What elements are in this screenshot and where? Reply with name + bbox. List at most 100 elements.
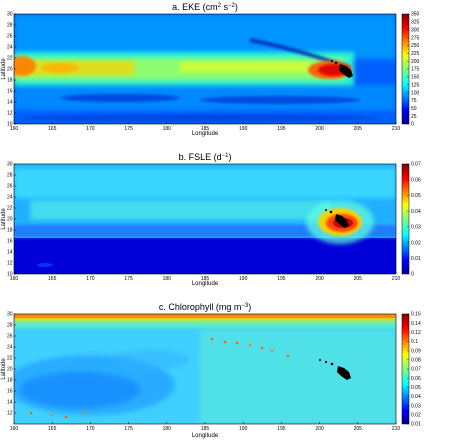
- y-tick-label: 26: [7, 184, 13, 190]
- x-tick-label: 210: [392, 276, 401, 282]
- y-tick-label: 20: [7, 67, 13, 73]
- colorbar-tick-label: 275: [411, 35, 420, 41]
- colorbar-tick-label: 175: [411, 67, 420, 73]
- panel-c-colorbar-ticks: 0.01 0.02 0.03 0.04 0.05 0.06 0.07 0.08 0.09 0.1 0…: [407, 312, 421, 428]
- y-tick-label: 10: [7, 122, 13, 128]
- colorbar-tick-label: 300: [411, 27, 420, 33]
- x-tick-label: 185: [201, 426, 210, 432]
- y-tick-label: 18: [7, 378, 13, 384]
- y-tick-label: 30: [7, 12, 13, 18]
- x-tick-label: 190: [239, 126, 248, 132]
- colorbar-tick-label: 100: [411, 90, 420, 96]
- y-tick-label: 20: [7, 367, 13, 373]
- panel-b-colorbar-ticks: 0 0.01 0.02 0.03 0.04 0.05 0.06 0.07: [407, 162, 421, 278]
- panel-a-title: a. EKE (cm2 s−2): [172, 2, 238, 12]
- x-tick-label: 205: [354, 426, 363, 432]
- x-tick-label: 195: [277, 426, 286, 432]
- y-tick-label: 16: [7, 239, 13, 245]
- y-tick-label: 22: [7, 56, 13, 62]
- colorbar-tick-label: 0.02: [411, 413, 421, 419]
- colorbar-tick-label: 0.12: [411, 330, 421, 336]
- x-tick-label: 165: [48, 426, 57, 432]
- colorbar-tick-label: 0.16: [411, 312, 421, 318]
- x-tick-label: 160: [10, 426, 19, 432]
- y-tick-label: 20: [7, 217, 13, 223]
- y-tick-label: 12: [7, 411, 13, 417]
- colorbar-tick-label: 0: [411, 272, 414, 278]
- x-tick-label: 210: [392, 126, 401, 132]
- y-tick-label: 10: [7, 272, 13, 278]
- colorbar-tick-label: 225: [411, 51, 420, 57]
- x-tick-label: 175: [124, 426, 133, 432]
- colorbar-tick-label: 0.1: [411, 339, 418, 345]
- panel-c-chlorophyll: c. Chlorophyll (mg m−3): [1, 302, 421, 439]
- panel-b-fsle: b. FSLE (d−1) 160 165 170 175 180 185 190 195 20…: [1, 152, 421, 287]
- seamount-spots: [29, 337, 290, 419]
- y-tick-label: 24: [7, 45, 13, 51]
- x-tick-label: 170: [86, 276, 95, 282]
- panel-a-ylabel: Latitude: [1, 58, 7, 80]
- fsle-heatmap: [14, 164, 396, 274]
- y-tick-label: 14: [7, 400, 13, 406]
- colorbar-tick-label: 0.03: [411, 403, 421, 409]
- x-tick-label: 160: [10, 126, 19, 132]
- colorbar-tick-label: 0.09: [411, 348, 421, 354]
- hawaii-islands-c: [337, 366, 351, 380]
- colorbar-tick-label: 0.01: [411, 256, 421, 262]
- x-tick-label: 195: [277, 276, 286, 282]
- panel-a-ticks: 160 165 170 175 180 185 190 195 200 205 210 10 12 14 1…: [7, 12, 400, 132]
- colorbar-tick-label: 0.08: [411, 358, 421, 364]
- x-tick-label: 190: [239, 276, 248, 282]
- colorbar-tick-label: 325: [411, 20, 420, 26]
- colorbar-tick-label: 250: [411, 43, 420, 49]
- colorbar-tick-label: 0.06: [411, 177, 421, 183]
- y-tick-label: 22: [7, 206, 13, 212]
- colorbar-tick-label: 200: [411, 59, 420, 65]
- x-tick-label: 190: [239, 426, 248, 432]
- colorbar-tick-label: 0.04: [411, 394, 421, 400]
- y-tick-label: 18: [7, 228, 13, 234]
- panel-a-eke: a. EKE (cm2 s−2): [1, 2, 420, 137]
- x-tick-label: 180: [163, 426, 172, 432]
- colorbar-tick-label: 0.06: [411, 376, 421, 382]
- y-tick-label: 16: [7, 389, 13, 395]
- colorbar-tick-label: 0.07: [411, 162, 421, 168]
- panel-b-colorbar: [401, 163, 410, 275]
- colorbar-tick-label: 50: [411, 106, 417, 112]
- colorbar-tick-label: 150: [411, 75, 420, 81]
- y-tick-label: 16: [7, 89, 13, 95]
- y-tick-label: 26: [7, 334, 13, 340]
- x-tick-label: 205: [354, 276, 363, 282]
- y-tick-label: 28: [7, 323, 13, 329]
- panel-c-ylabel: Latitude: [1, 358, 7, 380]
- y-tick-label: 18: [7, 78, 13, 84]
- colorbar-tick-label: 350: [411, 12, 420, 18]
- x-tick-label: 185: [201, 276, 210, 282]
- colorbar-tick-label: 0.05: [411, 193, 421, 199]
- colorbar-tick-label: 75: [411, 98, 417, 104]
- colorbar-tick-label: 0.07: [411, 367, 421, 373]
- panel-b-ticks: 160 165 170 175 180 185 190 195 200 205 210 10 12 14 1…: [7, 162, 400, 282]
- colorbar-tick-label: 0.02: [411, 240, 421, 246]
- y-tick-label: 12: [7, 261, 13, 267]
- colorbar-tick-label: 125: [411, 82, 420, 88]
- y-tick-label: 28: [7, 173, 13, 179]
- panel-c-xlabel: Longitude: [192, 433, 219, 439]
- hawaii-islands-a: [339, 64, 353, 78]
- panel-b-title: b. FSLE (d−1): [179, 152, 232, 162]
- x-tick-label: 165: [48, 276, 57, 282]
- panel-b-ylabel: Latitude: [1, 208, 7, 230]
- y-tick-label: 12: [7, 111, 13, 117]
- x-tick-label: 200: [315, 126, 324, 132]
- y-tick-label: 28: [7, 23, 13, 29]
- y-tick-label: 26: [7, 34, 13, 40]
- colorbar-tick-label: 0.14: [411, 321, 421, 327]
- panel-b-xlabel: Longitude: [192, 281, 219, 287]
- panel-a-xlabel: Longitude: [192, 131, 219, 137]
- x-tick-label: 165: [48, 126, 57, 132]
- y-tick-label: 24: [7, 195, 13, 201]
- x-tick-label: 200: [315, 276, 324, 282]
- x-tick-label: 170: [86, 426, 95, 432]
- x-tick-label: 205: [354, 126, 363, 132]
